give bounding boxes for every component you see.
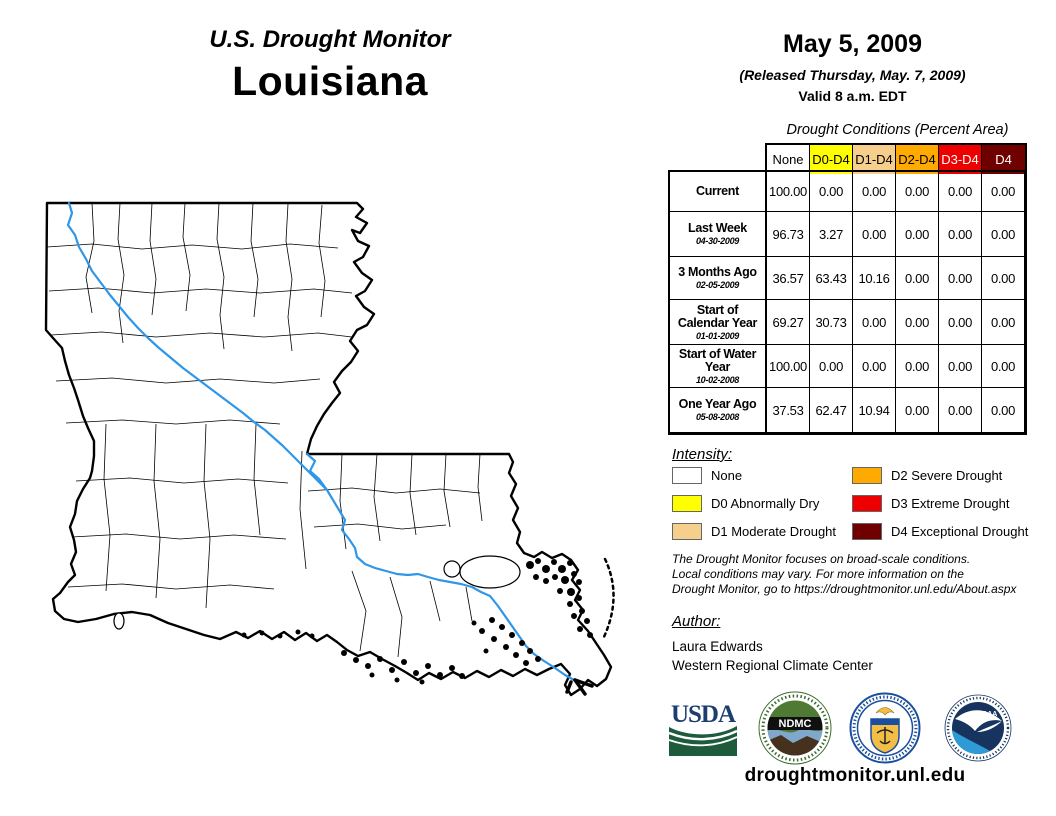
ndmc-logo: NDMC <box>758 691 832 765</box>
d0-swatch <box>672 494 702 512</box>
table-cell: 0.00 <box>982 257 1025 300</box>
author-name: Laura Edwards <box>672 639 763 654</box>
drought-table-body: Current 100.00 0.00 0.00 0.00 0.00 0.00 … <box>668 170 1027 435</box>
valid-time: Valid 8 a.m. EDT <box>798 88 907 104</box>
table-cell: 0.00 <box>853 345 896 388</box>
legend-title: Intensity: <box>672 446 733 463</box>
svg-text:NOAA: NOAA <box>977 711 998 718</box>
row-label-3-months-ago: 3 Months Ago 02-05-2009 <box>670 257 767 300</box>
table-cell: 0.00 <box>939 257 982 300</box>
table-cell: 63.43 <box>810 257 853 300</box>
svg-text:NDMC: NDMC <box>779 718 812 730</box>
table-cell: 62.47 <box>810 388 853 433</box>
disclaimer-text: The Drought Monitor focuses on broad-sca… <box>672 552 1017 596</box>
report-title: U.S. Drought Monitor <box>209 26 451 53</box>
table-cell: 37.53 <box>767 388 810 433</box>
row-label-one-year-ago: One Year Ago 05-08-2008 <box>670 388 767 433</box>
row-label-start-of-water-year: Start of Water Year 10-02-2008 <box>670 345 767 388</box>
d1-swatch <box>672 522 702 540</box>
table-cell: 0.00 <box>896 300 939 345</box>
none-swatch <box>672 466 702 484</box>
table-cell: 0.00 <box>896 257 939 300</box>
noaa-logo: NOAA <box>944 694 1012 762</box>
table-cell: 100.00 <box>767 345 810 388</box>
table-cell: 0.00 <box>939 345 982 388</box>
table-cell: 3.27 <box>810 212 853 257</box>
table-cell: 0.00 <box>896 172 939 212</box>
svg-text:USDA: USDA <box>671 701 736 728</box>
table-cell: 0.00 <box>939 172 982 212</box>
table-cell: 0.00 <box>982 212 1025 257</box>
chandeleur-islands <box>601 557 615 641</box>
released-date: (Released Thursday, May. 7, 2009) <box>739 67 966 83</box>
table-cell: 0.00 <box>982 300 1025 345</box>
table-cell: 0.00 <box>853 172 896 212</box>
table-cell: 0.00 <box>896 388 939 433</box>
table-cell: 0.00 <box>853 300 896 345</box>
table-cell: 30.73 <box>810 300 853 345</box>
droughtmonitor-url: droughtmonitor.unl.edu <box>744 765 966 786</box>
row-label-last-week: Last Week 04-30-2009 <box>670 212 767 257</box>
table-title: Drought Conditions (Percent Area) <box>786 122 1009 138</box>
legend-item-none: None <box>672 466 836 484</box>
lake-maurepas <box>443 560 461 578</box>
table-cell: 0.00 <box>939 388 982 433</box>
legend-item-d0: D0 Abnormally Dry <box>672 494 836 512</box>
coastal-marsh <box>241 558 593 685</box>
legend-item-d3: D3 Extreme Drought <box>852 494 1028 512</box>
map-date: May 5, 2009 <box>783 30 922 58</box>
parish-boundaries <box>46 202 483 658</box>
legend-item-d4: D4 Exceptional Drought <box>852 522 1028 540</box>
table-cell: 10.16 <box>853 257 896 300</box>
birdfoot-delta <box>565 678 594 696</box>
calcasieu-lake <box>113 612 125 630</box>
lake-pontchartrain <box>459 555 521 589</box>
column-header-d0-d4: D0-D4 <box>810 145 853 174</box>
table-cell: 0.00 <box>982 172 1025 212</box>
table-cell: 0.00 <box>810 172 853 212</box>
table-cell: 0.00 <box>896 212 939 257</box>
column-header-d1-d4: D1-D4 <box>853 145 896 174</box>
author-organization: Western Regional Climate Center <box>672 658 873 673</box>
table-cell: 69.27 <box>767 300 810 345</box>
table-cell: 100.00 <box>767 172 810 212</box>
table-cell: 0.00 <box>982 388 1025 433</box>
table-cell: 36.57 <box>767 257 810 300</box>
table-cell: 0.00 <box>939 212 982 257</box>
table-cell: 96.73 <box>767 212 810 257</box>
title-block: U.S. Drought Monitor Louisiana <box>80 26 580 105</box>
louisiana-map <box>44 201 615 697</box>
author-heading: Author: <box>672 613 721 630</box>
column-header-none: None <box>767 145 810 174</box>
table-cell: 10.94 <box>853 388 896 433</box>
date-block: May 5, 2009 (Released Thursday, May. 7, … <box>660 30 1045 104</box>
d3-swatch <box>852 494 882 512</box>
table-cell: 0.00 <box>853 212 896 257</box>
table-cell: 0.00 <box>810 345 853 388</box>
mississippi-river <box>305 452 586 685</box>
table-cell: 0.00 <box>896 345 939 388</box>
state-name-title: Louisiana <box>232 58 428 104</box>
state-outline <box>44 201 613 697</box>
author-block: Author: Laura Edwards Western Regional C… <box>672 613 873 673</box>
column-header-d3-d4: D3-D4 <box>939 145 982 174</box>
row-label-current: Current <box>670 172 767 212</box>
legend-column-right: D2 Severe Drought D3 Extreme Drought D4 … <box>852 466 1028 540</box>
drought-table-header: None D0-D4 D1-D4 D2-D4 D3-D4 D4 <box>765 143 1027 174</box>
legend-item-d2: D2 Severe Drought <box>852 466 1028 484</box>
column-header-d4: D4 <box>982 145 1025 174</box>
red-river <box>66 201 329 492</box>
column-header-d2-d4: D2-D4 <box>896 145 939 174</box>
legend-column-left: None D0 Abnormally Dry D1 Moderate Droug… <box>672 466 836 540</box>
table-cell: 0.00 <box>982 345 1025 388</box>
department-of-commerce-seal <box>849 692 921 764</box>
row-label-start-of-calendar-year: Start of Calendar Year 01-01-2009 <box>670 300 767 345</box>
usda-logo: USDA <box>668 701 738 756</box>
d2-swatch <box>852 466 882 484</box>
d4-swatch <box>852 522 882 540</box>
table-cell: 0.00 <box>939 300 982 345</box>
legend-item-d1: D1 Moderate Drought <box>672 522 836 540</box>
